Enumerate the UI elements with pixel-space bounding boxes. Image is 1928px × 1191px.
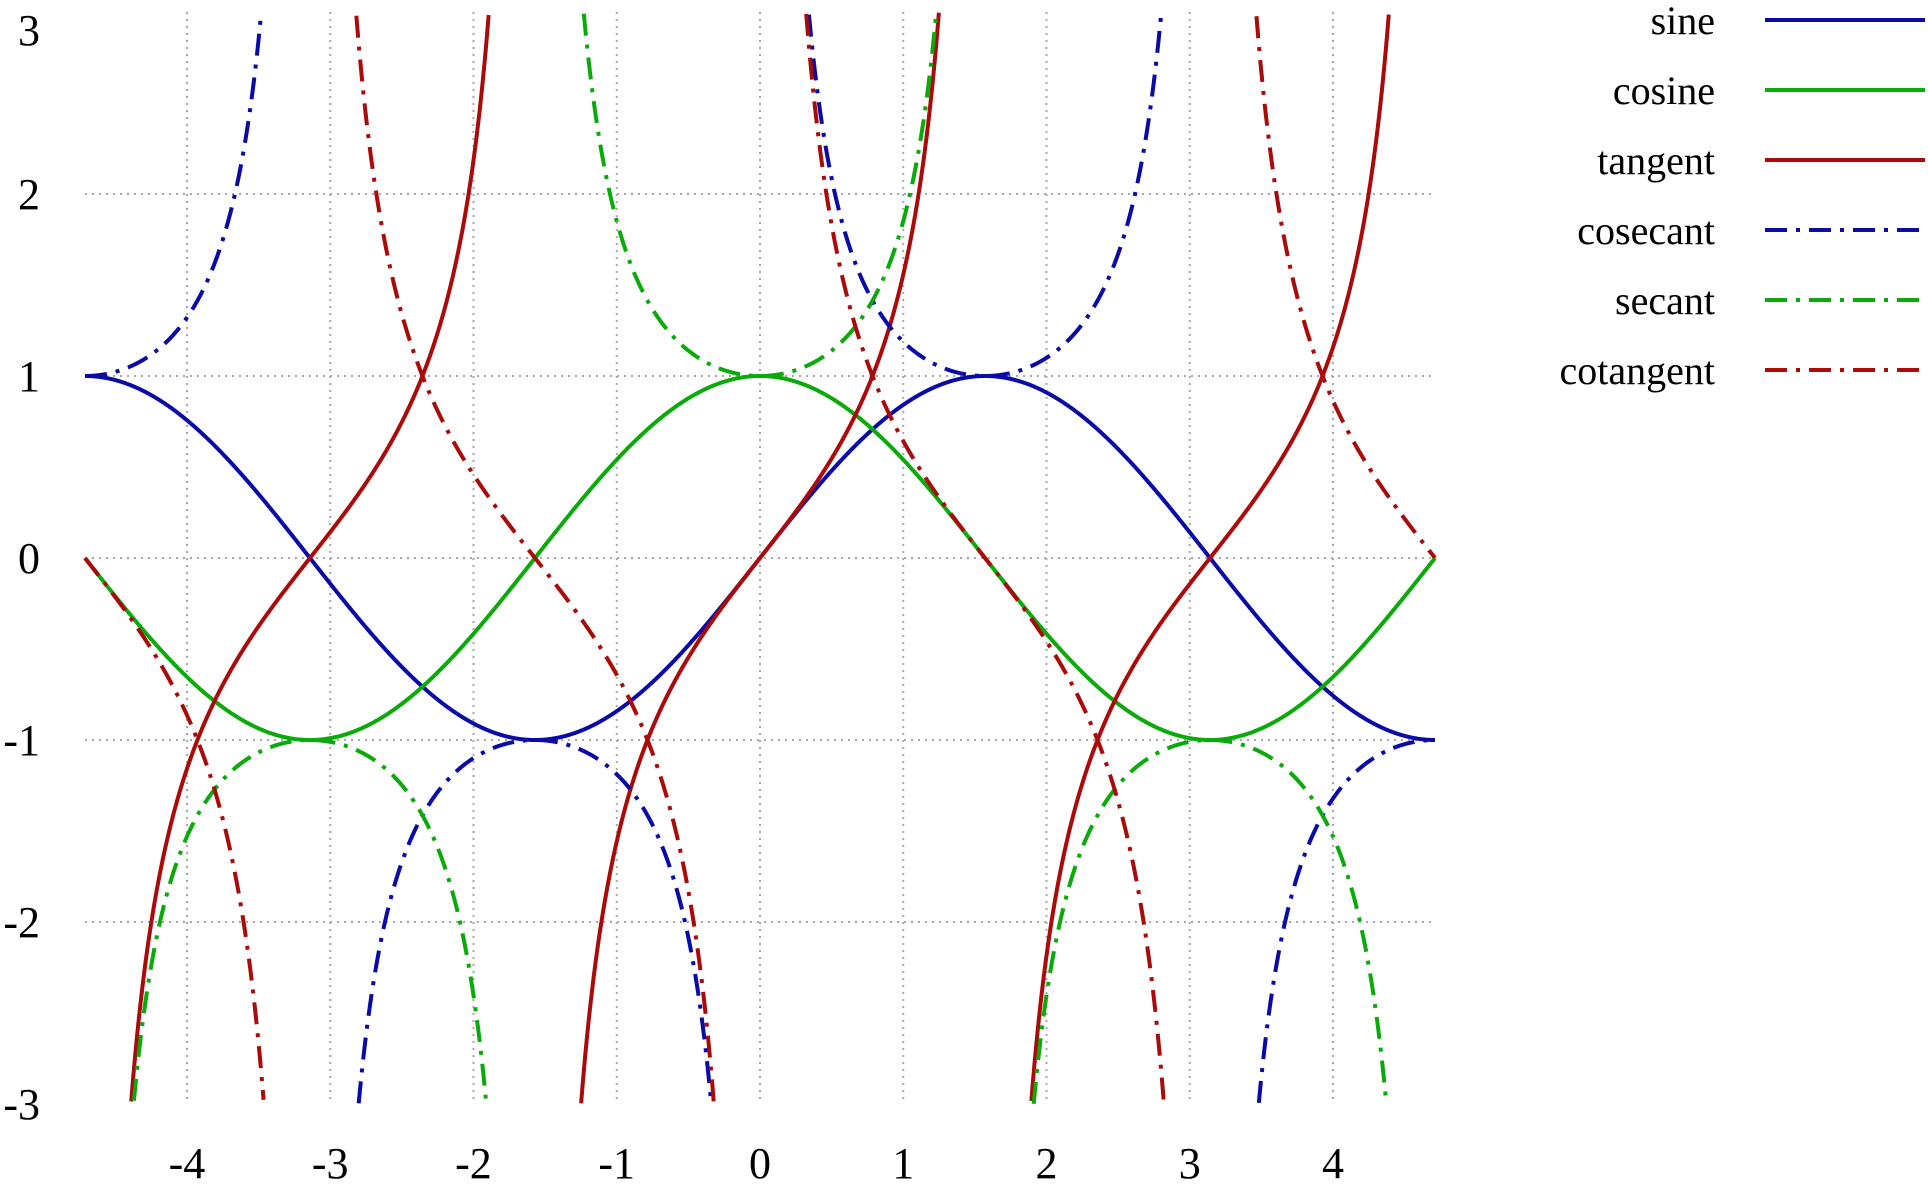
legend-label: sine	[1651, 0, 1715, 43]
legend-label: cosine	[1613, 68, 1715, 113]
y-axis-ticks: -3 -2 -1 0 1 2 3	[3, 6, 40, 1129]
x-tick-label: 1	[892, 1139, 914, 1188]
y-tick-label: -3	[3, 1080, 40, 1129]
legend-label: cosecant	[1577, 208, 1715, 253]
x-tick-label: -2	[455, 1139, 492, 1188]
series-line-cosecant	[83, 12, 1437, 1104]
y-tick-label: 0	[18, 534, 40, 583]
y-tick-label: -1	[3, 716, 40, 765]
x-tick-label: -3	[312, 1139, 349, 1188]
y-tick-label: -2	[3, 898, 40, 947]
x-tick-label: -1	[598, 1139, 635, 1188]
legend-label: secant	[1615, 278, 1715, 323]
legend-label: tangent	[1597, 138, 1715, 183]
series-line-cosine	[83, 374, 1437, 742]
y-tick-label: 1	[18, 352, 40, 401]
x-tick-label: -4	[169, 1139, 206, 1188]
series-line-tangent	[129, 12, 1391, 1104]
y-tick-label: 2	[18, 170, 40, 219]
series-line-cotangent	[83, 13, 1437, 1103]
series-line-secant	[131, 13, 1389, 1105]
x-axis-ticks: -4 -3 -2 -1 0 1 2 3 4	[169, 1139, 1344, 1188]
legend-label: cotangent	[1560, 348, 1716, 393]
x-tick-label: 0	[749, 1139, 771, 1188]
y-tick-label: 3	[18, 6, 40, 55]
x-tick-label: 2	[1036, 1139, 1058, 1188]
plot-area	[83, 12, 1437, 1105]
legend: sine cosine tangent cosecant secant cotangent	[1560, 0, 1925, 393]
x-tick-label: 4	[1322, 1139, 1344, 1188]
x-tick-label: 3	[1179, 1139, 1201, 1188]
